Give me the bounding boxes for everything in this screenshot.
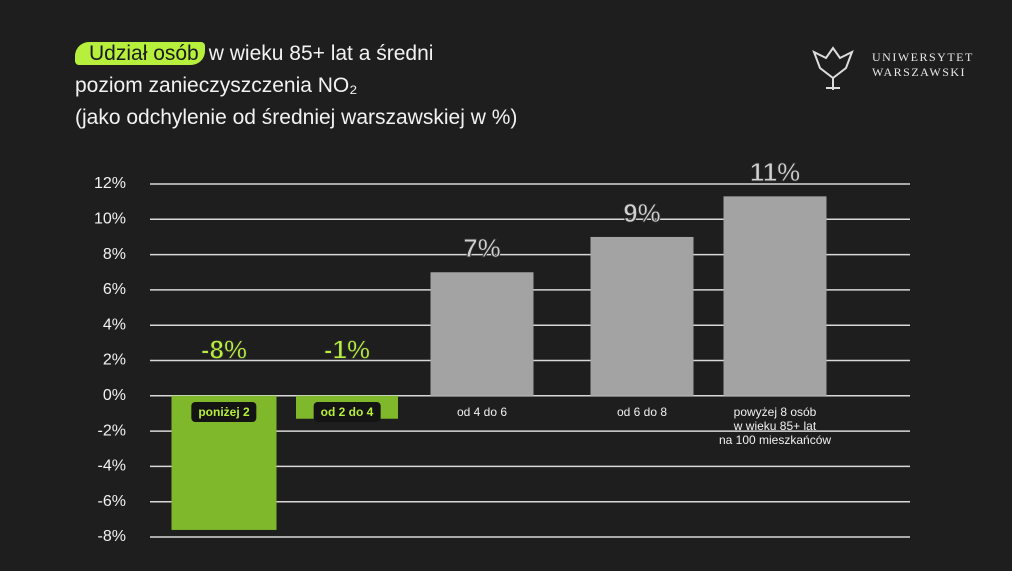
y-tick-label: -4% [98, 458, 126, 475]
bar [723, 196, 827, 396]
bar [590, 236, 694, 396]
logo-line: WARSZAWSKI [872, 65, 967, 79]
y-tick-label: -8% [98, 528, 126, 545]
value-label: 11% [750, 157, 801, 187]
value-label: 7% [463, 233, 501, 263]
y-tick-label: 10% [94, 211, 126, 228]
x-tick-label: od 4 do 6 [456, 405, 508, 419]
x-tick-label: od 2 do 4 [313, 402, 381, 422]
value-label: 9% [623, 198, 661, 228]
chart-title: Udział osób w wieku 85+ lat a średni pozi… [75, 38, 517, 134]
y-tick-label: 8% [103, 246, 126, 263]
y-tick-label: -6% [98, 493, 126, 510]
value-label: -8% [201, 335, 247, 365]
y-tick-label: 2% [103, 352, 126, 369]
value-label: -1% [324, 335, 370, 365]
logo-line: UNIWERSYTET [872, 50, 974, 64]
y-tick-label: -2% [98, 422, 126, 439]
y-tick-label: 6% [103, 281, 126, 298]
bar [430, 272, 534, 396]
logo: UNIWERSYTET WARSZAWSKI [872, 50, 974, 80]
title-highlight: Udział osób [75, 42, 205, 65]
y-tick-label: 12% [94, 175, 126, 192]
x-tick-label: powyżej 8 osób w wieku 85+ lat na 100 mi… [718, 405, 832, 447]
logo-emblem [812, 46, 854, 90]
title-text: w wieku 85+ lat a średni poziom zanieczy… [75, 42, 518, 129]
y-tick-label: 4% [103, 316, 126, 333]
x-tick-label: poniżej 2 [191, 402, 257, 422]
x-tick-label: od 6 do 8 [616, 405, 668, 419]
y-tick-label: 0% [103, 387, 126, 404]
